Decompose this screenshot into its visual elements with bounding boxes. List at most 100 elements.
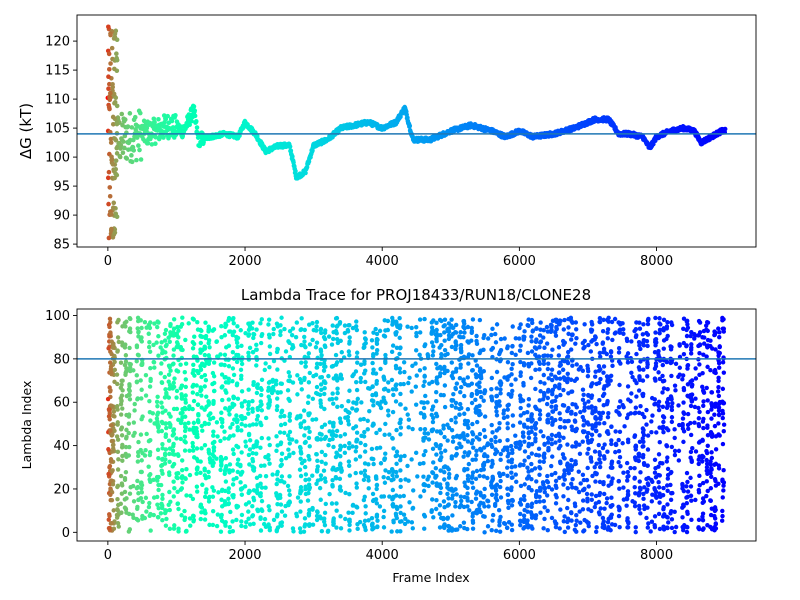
bottom-point-3183 <box>604 500 609 506</box>
bottom-point-2170 <box>461 520 467 525</box>
bottom-point-2129 <box>453 504 458 509</box>
bottom-point-190 <box>136 439 141 445</box>
bottom-point-518 <box>182 434 188 439</box>
bottom-point-2415 <box>493 435 498 440</box>
top-point-1654 <box>112 175 117 181</box>
bottom-point-2237 <box>469 400 475 406</box>
bottom-point-2406 <box>493 447 498 452</box>
bottom-point-2642 <box>529 339 534 344</box>
bottom-point-1057 <box>262 516 268 522</box>
bottom-point-217 <box>134 373 139 378</box>
bottom-point-1731 <box>383 451 388 456</box>
bottom-point-1208 <box>291 345 296 350</box>
bottom-point-592 <box>194 426 199 431</box>
bottom-point-2684 <box>537 416 542 422</box>
bottom-point-3227 <box>610 465 615 470</box>
bottom-point-537 <box>183 406 188 412</box>
bottom-point-3259 <box>616 405 622 410</box>
top-y-tick-label-5: 110 <box>45 93 70 108</box>
bottom-point-2074 <box>445 438 450 443</box>
bottom-point-1627 <box>362 371 367 376</box>
bottom-point-897 <box>238 464 243 469</box>
bottom-point-1560 <box>353 449 358 454</box>
bottom-point-2707 <box>537 499 542 504</box>
bottom-point-92 <box>119 433 125 438</box>
bottom-point-802 <box>226 364 232 369</box>
bottom-point-2211 <box>465 485 470 491</box>
bottom-point-1626 <box>362 330 367 335</box>
bottom-point-112 <box>118 402 124 407</box>
bottom-point-709 <box>210 494 216 499</box>
bottom-point-1370 <box>319 528 325 534</box>
bottom-point-1095 <box>270 472 275 477</box>
bottom-point-1806 <box>393 399 399 404</box>
bottom-point-297 <box>151 477 156 483</box>
top-point-61 <box>129 153 134 158</box>
bottom-point-3113 <box>597 421 602 426</box>
bottom-point-2978 <box>573 485 578 491</box>
bottom-point-1856 <box>407 500 412 505</box>
bottom-point-3159 <box>601 370 606 375</box>
bottom-point-1583 <box>353 424 359 429</box>
bottom-point-1797 <box>394 469 399 475</box>
bottom-point-2963 <box>573 522 579 528</box>
bottom-point-507 <box>179 486 185 491</box>
bottom-point-135 <box>122 505 128 510</box>
bottom-point-1954 <box>429 412 434 418</box>
bottom-point-1437 <box>330 436 335 442</box>
bottom-point-2101 <box>450 375 456 381</box>
bottom-point-1512 <box>342 443 347 449</box>
bottom-point-305 <box>155 494 160 500</box>
bottom-point-768 <box>219 457 225 462</box>
bottom-point-139 <box>123 324 128 329</box>
bottom-point-1237 <box>298 456 303 461</box>
bottom-point-2413 <box>494 498 500 503</box>
bottom-point-3093 <box>592 449 598 454</box>
bottom-point-2643 <box>529 451 535 456</box>
top-point-194 <box>180 133 186 139</box>
bottom-point-1321 <box>314 328 319 333</box>
bottom-point-2862 <box>561 375 567 380</box>
bottom-point-902 <box>239 428 244 433</box>
bottom-point-2349 <box>481 514 486 519</box>
bottom-point-1913 <box>421 412 427 418</box>
bottom-point-3152 <box>601 364 607 369</box>
bottom-point-762 <box>218 467 223 473</box>
bottom-point-3018 <box>580 387 586 392</box>
bottom-point-3017 <box>582 405 587 410</box>
bottom-point-2716 <box>541 335 546 340</box>
bottom-point-2563 <box>522 439 527 444</box>
bottom-point-3239 <box>613 441 619 446</box>
bottom-point-2863 <box>561 435 566 440</box>
bottom-point-2728 <box>541 434 546 439</box>
bottom-point-1403 <box>323 344 328 350</box>
bottom-point-3075 <box>588 405 594 410</box>
bottom-point-2962 <box>572 501 578 506</box>
bottom-point-2849 <box>557 526 562 531</box>
bottom-point-3046 <box>586 399 591 404</box>
bottom-point-2678 <box>533 386 538 392</box>
bottom-point-3127 <box>596 380 602 386</box>
bottom-point-1696 <box>374 486 379 492</box>
bottom-point-3261 <box>616 460 621 465</box>
bottom-point-472 <box>175 369 181 374</box>
bottom-point-431 <box>171 333 176 338</box>
bottom-point-2895 <box>565 442 570 447</box>
bottom-point-1005 <box>254 347 259 352</box>
bottom-point-2272 <box>474 453 479 458</box>
bottom-point-269 <box>147 398 152 404</box>
bottom-point-1268 <box>302 440 308 445</box>
bottom-point-736 <box>214 339 220 344</box>
bottom-point-2317 <box>477 412 482 418</box>
bottom-point-1939 <box>431 344 436 349</box>
bottom-point-1045 <box>259 435 265 441</box>
bottom-point-1810 <box>398 504 403 509</box>
bottom-point-2494 <box>509 470 514 475</box>
bottom-point-270 <box>146 331 151 336</box>
bottom-point-1875 <box>413 384 419 389</box>
bottom-point-933 <box>247 345 253 351</box>
bottom-point-2518 <box>508 394 514 399</box>
bottom-point-563 <box>190 316 196 321</box>
bottom-point-176 <box>127 326 133 331</box>
bottom-point-453 <box>175 489 180 495</box>
